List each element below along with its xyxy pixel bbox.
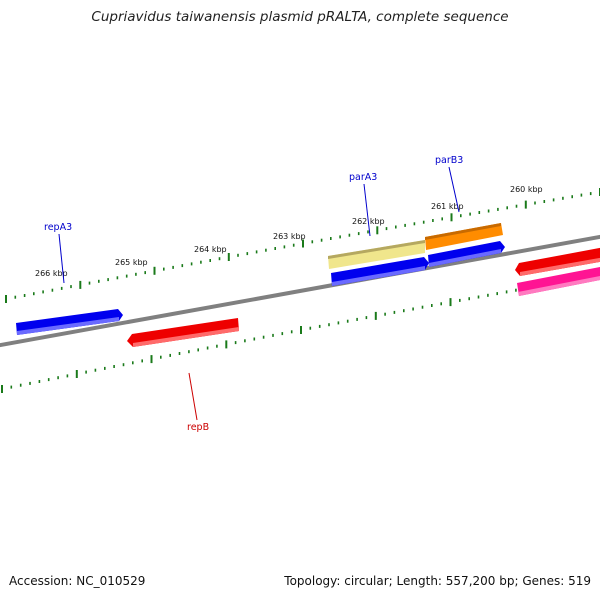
scale-label-261: 261 kbp — [431, 202, 464, 211]
gene-repA3[interactable] — [16, 309, 123, 335]
outer-scale — [5, 188, 600, 303]
scale-label-266: 266 kbp — [35, 269, 68, 278]
gene-right-red[interactable] — [515, 247, 600, 276]
accession-text: Accession: NC_010529 — [9, 574, 146, 588]
gene-parB3[interactable] — [428, 241, 505, 267]
gene-label-repA3: repA3 — [44, 222, 72, 233]
scale-label-265: 265 kbp — [115, 258, 148, 267]
scale-label-260: 260 kbp — [510, 185, 543, 194]
map-title: Cupriavidus taiwanensis plasmid pRALTA, … — [91, 9, 509, 25]
scale-label-263: 263 kbp — [273, 232, 306, 241]
gene-parA3[interactable] — [331, 257, 429, 286]
parB3-leader — [448, 166, 460, 213]
gene-orange[interactable] — [425, 223, 503, 250]
gene-label-parB3: parB3 — [435, 155, 463, 166]
gene-khaki[interactable] — [328, 240, 425, 269]
repA3-leader — [58, 233, 65, 284]
scale-label-264: 264 kbp — [194, 245, 227, 254]
gene-repB[interactable] — [127, 318, 239, 347]
repB-leader — [188, 372, 198, 421]
gene-label-parA3: parA3 — [349, 172, 377, 183]
backbone-arc — [0, 234, 600, 348]
topology-info: Topology: circular; Length: 557,200 bp; … — [284, 574, 591, 588]
parA3-leader — [363, 183, 371, 237]
gene-right-pink[interactable] — [517, 266, 600, 296]
gene-label-repB: repB — [187, 422, 209, 433]
